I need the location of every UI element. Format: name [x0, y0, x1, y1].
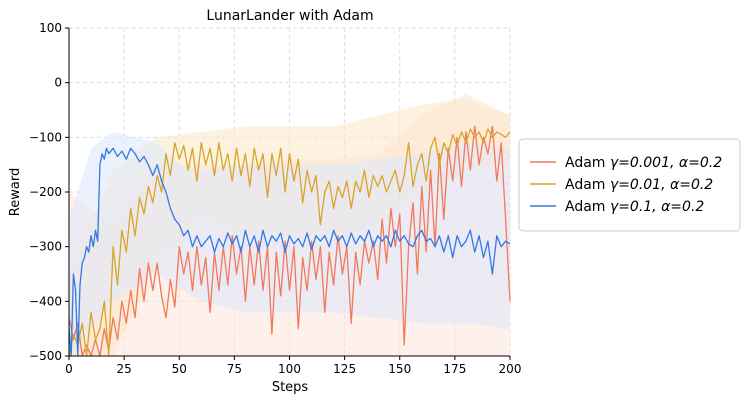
y-tick-label: −500 — [29, 349, 62, 363]
x-tick-label: 200 — [499, 362, 522, 376]
legend-frame — [518, 138, 741, 232]
series-line-1 — [68, 125, 511, 357]
x-tick-label: 25 — [116, 362, 131, 376]
series-lines — [68, 125, 511, 357]
legend-entry-1: Adam γ=0.001, α=0.2 — [565, 155, 722, 171]
confidence-band-3 — [69, 131, 510, 356]
y-tick-label: −200 — [29, 185, 62, 199]
y-tick-label: −400 — [29, 294, 62, 308]
confidence-bands — [69, 93, 510, 357]
x-axis-ticks: 0 25 50 75 100 125 150 175 200 — [65, 356, 521, 376]
y-tick-label: 0 — [54, 76, 62, 90]
y-axis-ticks: 100 0 −100 −200 −300 −400 −500 — [29, 21, 69, 363]
x-tick-label: 0 — [65, 362, 73, 376]
series-line-3 — [68, 147, 511, 357]
x-tick-label: 100 — [278, 362, 301, 376]
legend-entry-3: Adam γ=0.1, α=0.2 — [565, 199, 704, 215]
series-line-2 — [68, 128, 511, 357]
chart-title: LunarLander with Adam — [206, 8, 373, 24]
legend-entry-2: Adam γ=0.01, α=0.2 — [565, 177, 713, 193]
x-tick-label: 125 — [333, 362, 356, 376]
y-tick-label: −100 — [29, 130, 62, 144]
y-axis-label: Reward — [8, 168, 23, 216]
x-tick-label: 150 — [388, 362, 411, 376]
x-tick-label: 50 — [172, 362, 187, 376]
y-tick-label: 100 — [39, 21, 62, 35]
x-tick-label: 75 — [227, 362, 242, 376]
legend: Adam γ=0.001, α=0.2 Adam γ=0.01, α=0.2 Ada… — [518, 138, 741, 232]
x-axis-label: Steps — [272, 380, 309, 395]
y-tick-label: −300 — [29, 240, 62, 254]
x-tick-label: 175 — [443, 362, 466, 376]
